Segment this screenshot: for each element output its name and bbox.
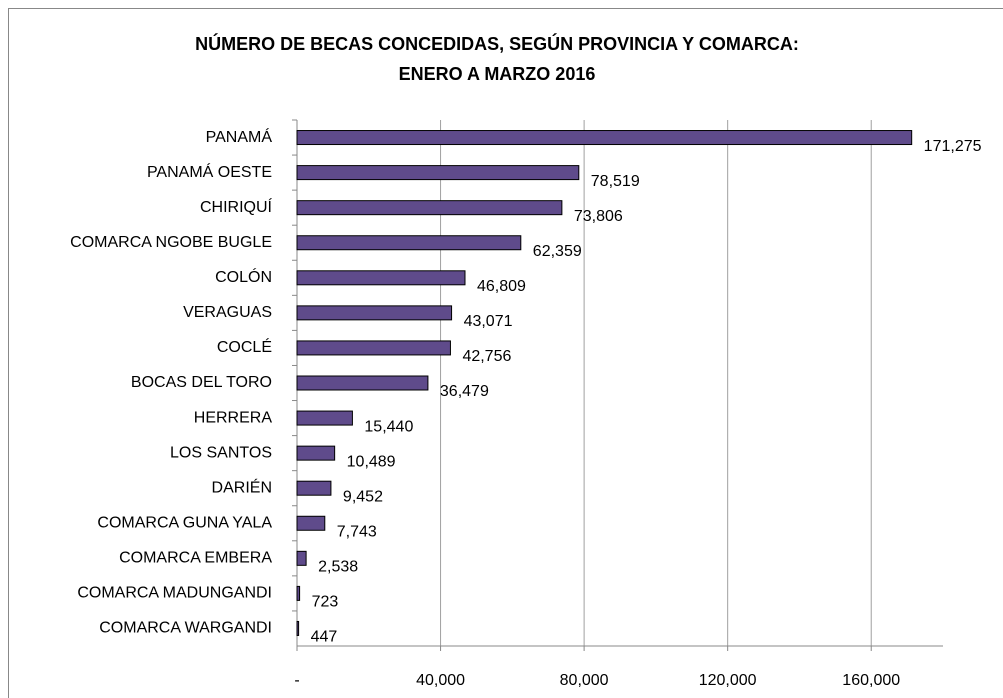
y-tick-label: HERRERA (194, 409, 273, 426)
value-label: 73,806 (574, 208, 623, 225)
y-tick-label: COMARCA EMBERA (119, 550, 272, 567)
value-label: 10,489 (347, 453, 396, 470)
bar (296, 165, 580, 181)
bar (296, 550, 307, 566)
y-tick-label: PANAMÁ OESTE (147, 162, 272, 181)
y-tick-label: PANAMÁ (206, 127, 273, 146)
x-tick-label: 120,000 (699, 672, 757, 689)
value-label: 171,275 (924, 138, 982, 155)
x-tick-label: - (294, 672, 299, 689)
x-tick-label: 160,000 (842, 672, 900, 689)
value-label: 9,452 (343, 488, 383, 505)
value-label: 723 (312, 594, 339, 611)
y-tick-label: CHIRIQUÍ (200, 197, 273, 216)
bar (296, 410, 353, 426)
bar (296, 375, 429, 391)
value-label: 43,071 (464, 313, 513, 330)
chart-title: NÚMERO DE BECAS CONCEDIDAS, SEGÚN PROVIN… (195, 33, 799, 54)
value-label: 46,809 (477, 278, 526, 295)
x-tick-label: 80,000 (560, 672, 609, 689)
value-label: 42,756 (462, 348, 511, 365)
bar (296, 270, 466, 286)
y-tick-label: LOS SANTOS (170, 444, 272, 461)
bar (296, 480, 332, 496)
bar (296, 585, 301, 601)
y-tick-label: BOCAS DEL TORO (131, 374, 272, 391)
y-tick-label: COMARCA MADUNGANDI (77, 585, 272, 602)
y-tick-label: VERAGUAS (183, 304, 272, 321)
bar (296, 620, 300, 636)
value-label: 2,538 (318, 559, 358, 576)
bar (296, 515, 326, 531)
y-tick-label: COCLÉ (217, 337, 272, 356)
value-label: 447 (311, 629, 338, 646)
value-label: 62,359 (533, 243, 582, 260)
bar (296, 130, 913, 146)
y-tick-label: DARIÉN (212, 477, 272, 496)
bar (296, 200, 563, 216)
bar (296, 305, 453, 321)
chart-title: ENERO A MARZO 2016 (399, 64, 596, 84)
y-tick-label: COLÓN (215, 267, 272, 286)
value-label: 7,743 (337, 523, 377, 540)
value-label: 36,479 (440, 383, 489, 400)
y-tick-label: COMARCA GUNA YALA (97, 514, 272, 531)
bar (296, 445, 336, 461)
value-label: 78,519 (591, 173, 640, 190)
y-tick-label: COMARCA NGOBE BUGLE (70, 234, 272, 251)
value-label: 15,440 (364, 418, 413, 435)
chart-frame (8, 8, 1003, 698)
y-tick-label: COMARCA WARGANDI (99, 620, 272, 637)
bar (296, 235, 522, 251)
bar (296, 340, 451, 356)
x-tick-label: 40,000 (416, 672, 465, 689)
